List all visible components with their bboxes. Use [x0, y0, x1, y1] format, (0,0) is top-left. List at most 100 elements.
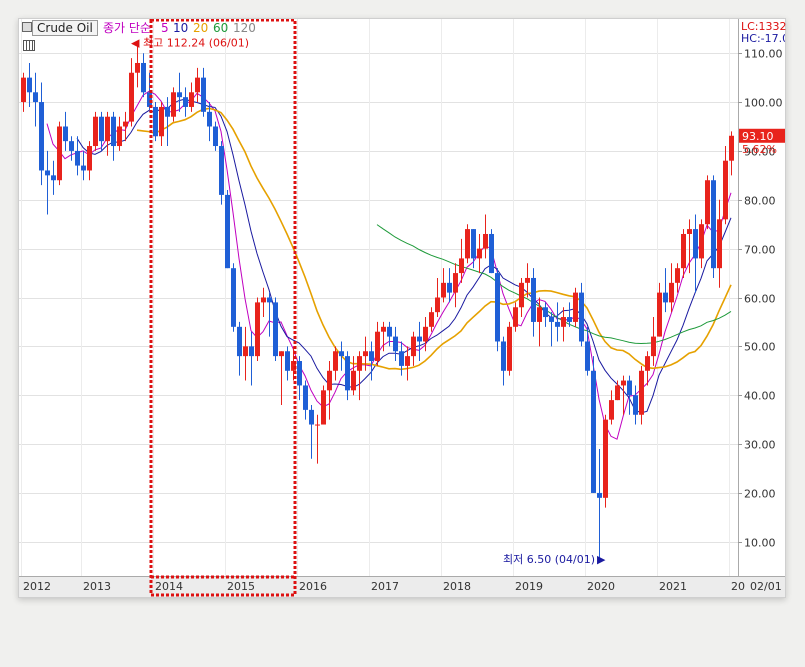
high-annotation: 최고 112.24 (06/01) [143, 36, 249, 49]
candle-body [57, 126, 62, 181]
candle-body [537, 307, 542, 322]
candle-body [93, 116, 98, 147]
candle-body [555, 321, 560, 327]
y-tick-label: 100.00 [744, 97, 783, 110]
annotations: ◀ 최고 112.24 (06/01)최저 6.50 (04/01) ▶93.105… [131, 19, 785, 597]
candle-body [237, 326, 242, 357]
candle-body [645, 356, 650, 371]
x-tick-label: 2021 [659, 580, 687, 593]
x-tick-label: 2020 [587, 580, 615, 593]
candle-body [141, 62, 146, 93]
candle-body [549, 317, 554, 322]
last-price-box [739, 128, 785, 143]
candle-body [321, 390, 326, 425]
ma-line-20 [136, 107, 732, 371]
candle-body [99, 116, 104, 142]
candles [21, 43, 734, 559]
candle-body [159, 106, 164, 137]
grid-lines [19, 19, 738, 576]
candle-body [147, 92, 152, 107]
candle-body [717, 219, 722, 269]
grid-table-icon[interactable] [23, 40, 35, 51]
candle-body [567, 317, 572, 322]
candle-body [315, 424, 320, 426]
candle-body [453, 273, 458, 293]
candle-body [135, 62, 140, 73]
candle-body [531, 277, 536, 322]
ma-period-60: 60 [213, 21, 229, 35]
y-tick-label: 80.00 [744, 195, 776, 208]
y-tick-label: 50.00 [744, 341, 776, 354]
candle-body [405, 356, 410, 366]
candle-body [117, 126, 122, 147]
candle-body [621, 380, 626, 386]
x-tick-label: 2015 [227, 580, 255, 593]
x-axis-band [19, 576, 785, 597]
candle-body [165, 106, 170, 117]
candle-body [369, 351, 374, 362]
candle-body [363, 351, 368, 357]
candle-body [513, 307, 518, 327]
candle-body [333, 351, 338, 371]
candle-body [303, 385, 308, 410]
candle-body [411, 336, 416, 357]
candle-body [291, 361, 296, 371]
x-tick-label: 2012 [23, 580, 51, 593]
candle-body [663, 292, 668, 303]
low-arrow-icon: ▶ [597, 553, 606, 566]
candle-body [177, 92, 182, 98]
candle-body [579, 292, 584, 342]
checkbox-icon[interactable] [22, 22, 32, 32]
x-tick-label: 2014 [155, 580, 183, 593]
y-axis-panel [738, 19, 785, 597]
candle-body [255, 302, 260, 357]
candle-body [195, 77, 200, 93]
y-tick-label: 40.00 [744, 390, 776, 403]
last-change-label: 5.62% [742, 143, 777, 156]
y-tick-label: 90.00 [744, 146, 776, 159]
candle-body [711, 180, 716, 269]
candle-body [687, 229, 692, 234]
y-tick-label: 30.00 [744, 439, 776, 452]
y-tick-label: 60.00 [744, 293, 776, 306]
candle-body [423, 326, 428, 342]
symbol-label[interactable]: Crude Oil [32, 20, 98, 36]
candle-body [225, 194, 230, 269]
candle-body [561, 317, 566, 327]
candle-body [651, 336, 656, 357]
y-tick-label: 110.00 [744, 48, 783, 61]
candle-body [675, 268, 680, 283]
candle-body [507, 326, 512, 371]
x-tick-label: 2017 [371, 580, 399, 593]
candle-body [105, 116, 110, 142]
highlight-box [149, 19, 297, 597]
chart-frame: 110.00 100.00 90.00 80.00 70.00 60.00 50.00 40.… [18, 18, 787, 598]
candle-body [267, 297, 272, 303]
ma-period-120: 120 [233, 21, 256, 35]
x-tick-label: 2013 [83, 580, 111, 593]
candle-body [381, 326, 386, 332]
candle-body [669, 282, 674, 303]
lc-label: LC:1332 [741, 20, 787, 33]
ma-period-10: 10 [173, 21, 189, 35]
candle-body [387, 326, 392, 337]
candle-body [285, 351, 290, 371]
candle-body [249, 346, 254, 357]
candle-body [357, 356, 362, 371]
hc-label: HC:-17.0 [741, 32, 785, 45]
candle-body [459, 258, 464, 274]
candle-body [627, 380, 632, 396]
candle-body [501, 341, 506, 371]
candle-body [705, 180, 710, 225]
candle-body [693, 229, 698, 259]
last-price-label: 93.10 [742, 130, 774, 143]
candle-body [681, 233, 686, 269]
candle-body [231, 268, 236, 327]
low-annotation: 최저 6.50 (04/01) [503, 553, 595, 566]
y-tick-label: 70.00 [744, 244, 776, 257]
candle-body [279, 351, 284, 357]
candle-body [393, 336, 398, 352]
x-tick-label: 2019 [515, 580, 543, 593]
ma-type-label: 종가 단순 [103, 21, 151, 35]
candle-body [69, 141, 74, 151]
